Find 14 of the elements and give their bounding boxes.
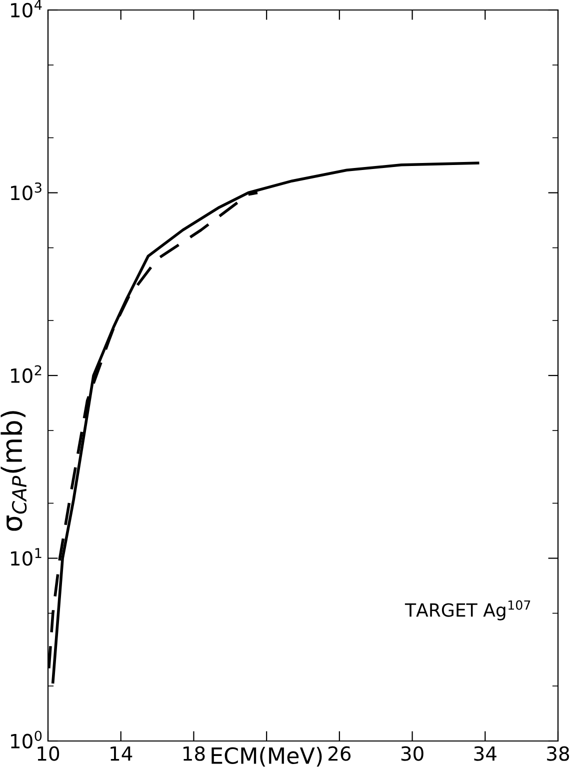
x-tick-label: 30: [401, 746, 424, 761]
x-tick-label: 10: [38, 746, 60, 761]
y-tick-label: 10$^{1}$: [11, 548, 42, 566]
x-tick-label: 18: [183, 746, 205, 761]
x-axis-title: ECM(MeV): [212, 746, 322, 767]
x-tick-label: 14: [110, 746, 132, 761]
x-tick-label: 26: [328, 746, 351, 761]
annotation: TARGET Ag$^{107}$: [404, 600, 530, 620]
y-tick-label: 10$^{4}$: [11, 0, 42, 18]
y-tick-label: 10$^{3}$: [11, 182, 42, 200]
x-tick-label: 38: [547, 746, 570, 761]
y-axis-title: σ$_{CAP}$(mb): [0, 411, 27, 531]
x-tick-label: 34: [474, 746, 496, 761]
y-tick-label: 10$^{2}$: [11, 365, 42, 384]
